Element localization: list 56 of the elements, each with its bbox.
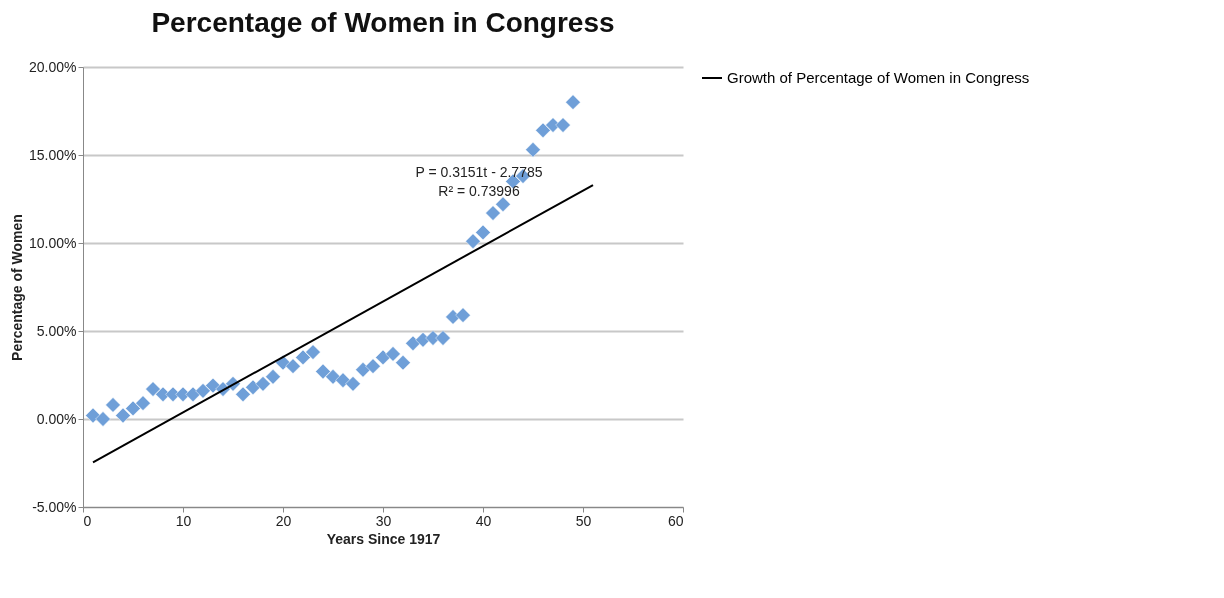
point [495, 196, 511, 212]
x-tick-label: 50 [575, 512, 592, 529]
point [185, 386, 201, 403]
point [115, 407, 131, 424]
y-tick-label: 20.00% [29, 58, 77, 75]
point [395, 355, 411, 371]
point [525, 142, 541, 158]
y-tick-label: 5.00% [36, 322, 77, 339]
point [535, 122, 551, 139]
y-tick-label: 0.00% [36, 410, 77, 427]
point [245, 379, 261, 395]
point [125, 400, 141, 417]
y-tick-label: 10.00% [29, 234, 77, 251]
point [475, 224, 491, 241]
point [265, 369, 281, 385]
point [345, 376, 361, 392]
legend-label: Growth of Percentage of Women in Congress [727, 69, 1030, 86]
x-tick-label: 60 [667, 512, 684, 529]
point [145, 381, 161, 397]
point [95, 411, 111, 427]
point [385, 346, 401, 362]
point [315, 363, 331, 380]
point [285, 358, 301, 374]
point [305, 344, 321, 360]
x-tick-label: 30 [375, 512, 392, 529]
point [455, 307, 471, 323]
x-tick-label: 0 [83, 512, 92, 529]
point [295, 349, 311, 366]
point [355, 362, 371, 378]
y-tick-label: 15.00% [29, 146, 77, 163]
point [485, 205, 501, 221]
y-tick-label: -5.00% [32, 498, 77, 515]
point [565, 94, 581, 110]
point [365, 358, 381, 374]
x-axis-title: Years Since 1917 [326, 530, 441, 547]
point [205, 377, 221, 394]
point [235, 386, 251, 403]
x-tick-label: 20 [275, 512, 292, 529]
point [435, 330, 451, 346]
y-axis-title: Percentage of Women [9, 214, 26, 361]
point [105, 397, 121, 413]
point [555, 117, 571, 133]
chart-title: Percentage of Women in Congress [151, 7, 615, 38]
point [135, 395, 151, 411]
point [85, 407, 101, 424]
point [195, 383, 211, 399]
point [465, 233, 481, 249]
x-tick-label: 40 [475, 512, 492, 529]
point [405, 335, 421, 351]
point [325, 369, 341, 385]
annotation: R² = 0.73996 [438, 182, 520, 199]
point [375, 349, 391, 366]
annotation: P = 0.3151t - 2.7785 [415, 163, 543, 180]
point [335, 372, 351, 388]
point [255, 376, 271, 392]
x-tick-label: 10 [175, 512, 192, 529]
